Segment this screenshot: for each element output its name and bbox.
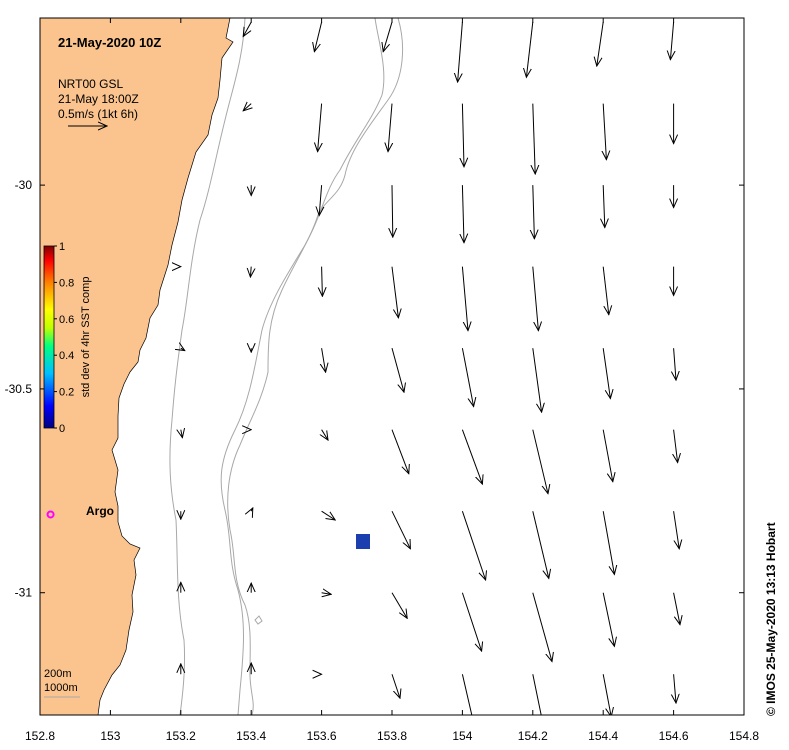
current-vector — [674, 429, 678, 463]
current-vector — [243, 21, 252, 36]
current-vector — [674, 348, 676, 380]
y-tick-label: -30.5 — [5, 382, 33, 396]
current-vector — [532, 266, 539, 331]
current-vector — [181, 430, 183, 438]
current-vector — [532, 348, 542, 412]
current-vector — [391, 429, 409, 474]
current-vector — [602, 511, 614, 574]
isobath-inner — [169, 18, 246, 715]
isobath-1000m — [227, 18, 404, 715]
x-tick-label: 154.2 — [518, 729, 548, 743]
current-vector — [602, 429, 613, 482]
current-vector — [532, 511, 549, 578]
current-vector — [673, 511, 680, 549]
current-vector — [391, 348, 404, 392]
current-vector — [391, 674, 400, 698]
current-vector — [391, 266, 398, 318]
current-vector — [602, 592, 614, 647]
isobath-legend-200m: 200m — [44, 668, 72, 680]
colorbar-tick-label: 0.6 — [59, 314, 74, 326]
current-vector — [388, 103, 392, 152]
current-vector — [322, 429, 328, 440]
x-tick-label: 154 — [452, 729, 472, 743]
current-vector — [602, 266, 609, 315]
isobath-islet — [254, 615, 263, 625]
current-vector — [602, 674, 611, 715]
current-vector — [533, 185, 535, 239]
product-name: NRT00 GSL — [58, 77, 123, 91]
credit-text: © IMOS 25-May-2020 13:13 Hobart — [764, 522, 778, 716]
current-vector — [243, 104, 251, 111]
x-tick-label: 153.2 — [166, 729, 196, 743]
current-vector — [181, 348, 185, 350]
current-vector — [458, 22, 463, 82]
x-tick-label: 153.6 — [307, 729, 337, 743]
current-vector — [602, 348, 610, 398]
argo-label: Argo — [86, 504, 114, 518]
map-title: 21-May-2020 10Z — [58, 35, 161, 50]
current-vector — [391, 592, 407, 619]
colorbar-tick-label: 0.8 — [59, 277, 74, 289]
sst-std-marker[interactable] — [356, 534, 370, 549]
land-mass — [40, 18, 234, 715]
current-vector — [461, 592, 481, 651]
colorbar-tick-label: 1 — [59, 241, 65, 253]
current-vector — [673, 592, 680, 625]
x-tick-label: 154.4 — [588, 729, 618, 743]
x-tick-label: 154.6 — [659, 729, 689, 743]
current-vector — [250, 266, 251, 277]
x-tick-label: 153 — [100, 729, 120, 743]
current-vector — [462, 103, 464, 167]
current-vector — [461, 266, 468, 331]
product-time: 21-May 18:00Z — [58, 92, 139, 106]
colorbar-tick-label: 0.2 — [59, 387, 74, 399]
colorbar-ticks: 1 0.8 0.6 0.4 0.2 0 — [54, 241, 74, 435]
x-tick-label: 153.8 — [377, 729, 407, 743]
colorbar-label: std dev of 4hr SST comp — [80, 277, 92, 398]
scale-label: 0.5m/s (1kt 6h) — [58, 107, 138, 121]
current-vector — [461, 348, 473, 406]
current-vectors — [181, 21, 680, 715]
current-vector — [322, 348, 326, 372]
current-vector — [462, 185, 464, 243]
current-vector — [461, 674, 473, 715]
current-vector — [532, 674, 542, 715]
current-vector — [461, 429, 482, 484]
colorbar — [43, 245, 55, 429]
isobath-200m — [220, 18, 385, 715]
current-vector — [532, 592, 552, 662]
current-vector — [533, 103, 535, 174]
current-vector — [670, 22, 673, 60]
current-vector — [526, 22, 534, 77]
y-tick-label: -31 — [15, 586, 33, 600]
x-tick-label: 153.4 — [236, 729, 266, 743]
current-vector — [383, 21, 393, 52]
current-vector — [391, 510, 410, 549]
current-vector — [674, 674, 676, 703]
current-vector — [321, 510, 336, 520]
current-vector — [319, 185, 321, 215]
current-vector — [532, 429, 548, 494]
current-vector — [603, 103, 606, 160]
current-vector — [322, 266, 323, 297]
current-vector — [392, 185, 393, 237]
current-vector — [603, 185, 605, 227]
argo-float-marker[interactable] — [46, 510, 55, 519]
axis-ticks: 152.8 153 153.2 153.4 153.6 153.8 154 154.2 154.… — [5, 18, 759, 743]
isobath-legend-1000m: 1000m — [44, 682, 78, 694]
x-tick-label: 152.8 — [25, 729, 55, 743]
colorbar-tick-label: 0.4 — [59, 350, 74, 362]
x-tick-label: 154.8 — [729, 729, 759, 743]
current-vector — [597, 22, 604, 66]
current-vector — [461, 511, 485, 580]
current-vector — [251, 508, 253, 511]
y-tick-label: -30 — [15, 178, 33, 192]
current-vector — [318, 103, 322, 152]
current-vector — [314, 21, 323, 52]
current-vector — [321, 593, 332, 595]
colorbar-tick-label: 0 — [59, 423, 65, 435]
